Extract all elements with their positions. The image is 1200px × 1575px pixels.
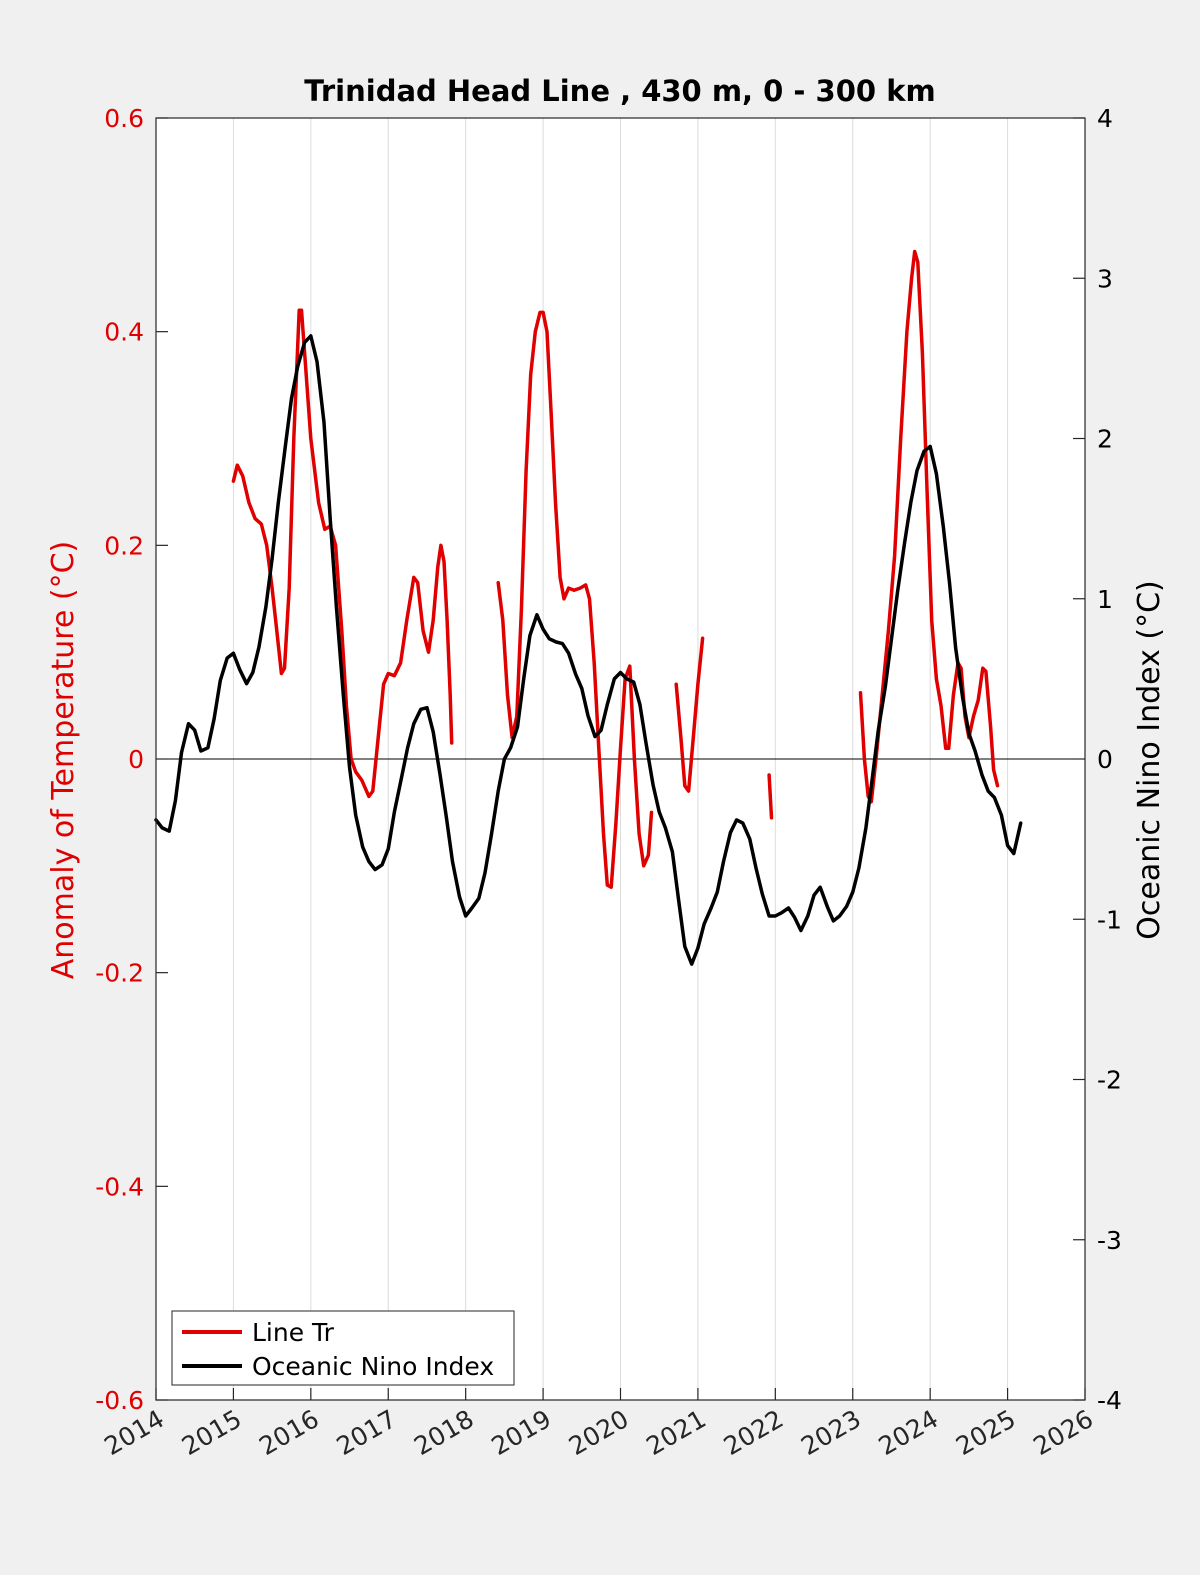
y-tick-label-left: 0.2 (104, 531, 144, 560)
y-tick-label-right: 3 (1097, 264, 1113, 293)
y-tick-label-right: 0 (1097, 745, 1113, 774)
y-tick-label-right: -4 (1097, 1386, 1122, 1415)
series-layer (154, 249, 1023, 966)
chart-title: Trinidad Head Line , 430 m, 0 - 300 km (304, 74, 935, 108)
x-tick-label: 2016 (254, 1404, 324, 1461)
y-axis-label-left: Anomaly of Temperature (°C) (46, 541, 81, 980)
x-tick-label: 2025 (951, 1404, 1021, 1461)
left-axis: 0.6 0.4 0.2 0 -0.2 -0.4 -0.6 (95, 104, 168, 1415)
y-tick-label-left: -0.4 (95, 1172, 144, 1201)
y-tick-label-left: -0.2 (95, 959, 144, 988)
series-line-line-tr (674, 636, 705, 793)
series-line-line-tr (496, 310, 654, 889)
y-tick-label-left: 0.4 (104, 318, 144, 347)
y-tick-label-right: 1 (1097, 585, 1113, 614)
x-tick-label: 2023 (796, 1404, 866, 1461)
y-tick-label-right: -3 (1097, 1226, 1122, 1255)
legend-label-oni: Oceanic Nino Index (252, 1352, 494, 1381)
legend-label-line-tr: Line Tr (252, 1318, 335, 1347)
y-tick-label-right: 4 (1097, 104, 1113, 133)
x-tick-label: 2022 (719, 1404, 789, 1461)
y-tick-label-right: -1 (1097, 905, 1122, 934)
series-line-oceanic-nino-index (154, 334, 1023, 966)
y-tick-label-right: -2 (1097, 1066, 1122, 1095)
y-tick-label-left: -0.6 (95, 1386, 144, 1415)
x-tick-label: 2017 (332, 1404, 402, 1461)
right-axis: 4 3 2 1 0 -1 -2 -3 -4 (1073, 104, 1122, 1415)
x-tick-label: 2026 (1028, 1404, 1098, 1461)
x-tick-label: 2018 (409, 1404, 479, 1461)
series-line-line-tr (231, 308, 454, 799)
y-tick-label-left: 0.6 (104, 104, 144, 133)
x-tick-label: 2015 (177, 1404, 247, 1461)
x-tick-label: 2021 (641, 1404, 711, 1461)
x-tick-label: 2020 (564, 1404, 634, 1461)
y-axis-label-right: Oceanic Nino Index (°C) (1132, 580, 1167, 940)
series-line-line-tr (858, 249, 1000, 804)
legend: Line Tr Oceanic Nino Index (171, 1310, 515, 1386)
y-tick-label-right: 2 (1097, 425, 1113, 454)
x-tick-label: 2019 (486, 1404, 556, 1461)
legend-box (171, 1310, 515, 1386)
x-tick-label: 2024 (874, 1404, 944, 1461)
y-tick-label-left: 0 (128, 745, 144, 774)
series-line-line-tr (767, 773, 774, 820)
